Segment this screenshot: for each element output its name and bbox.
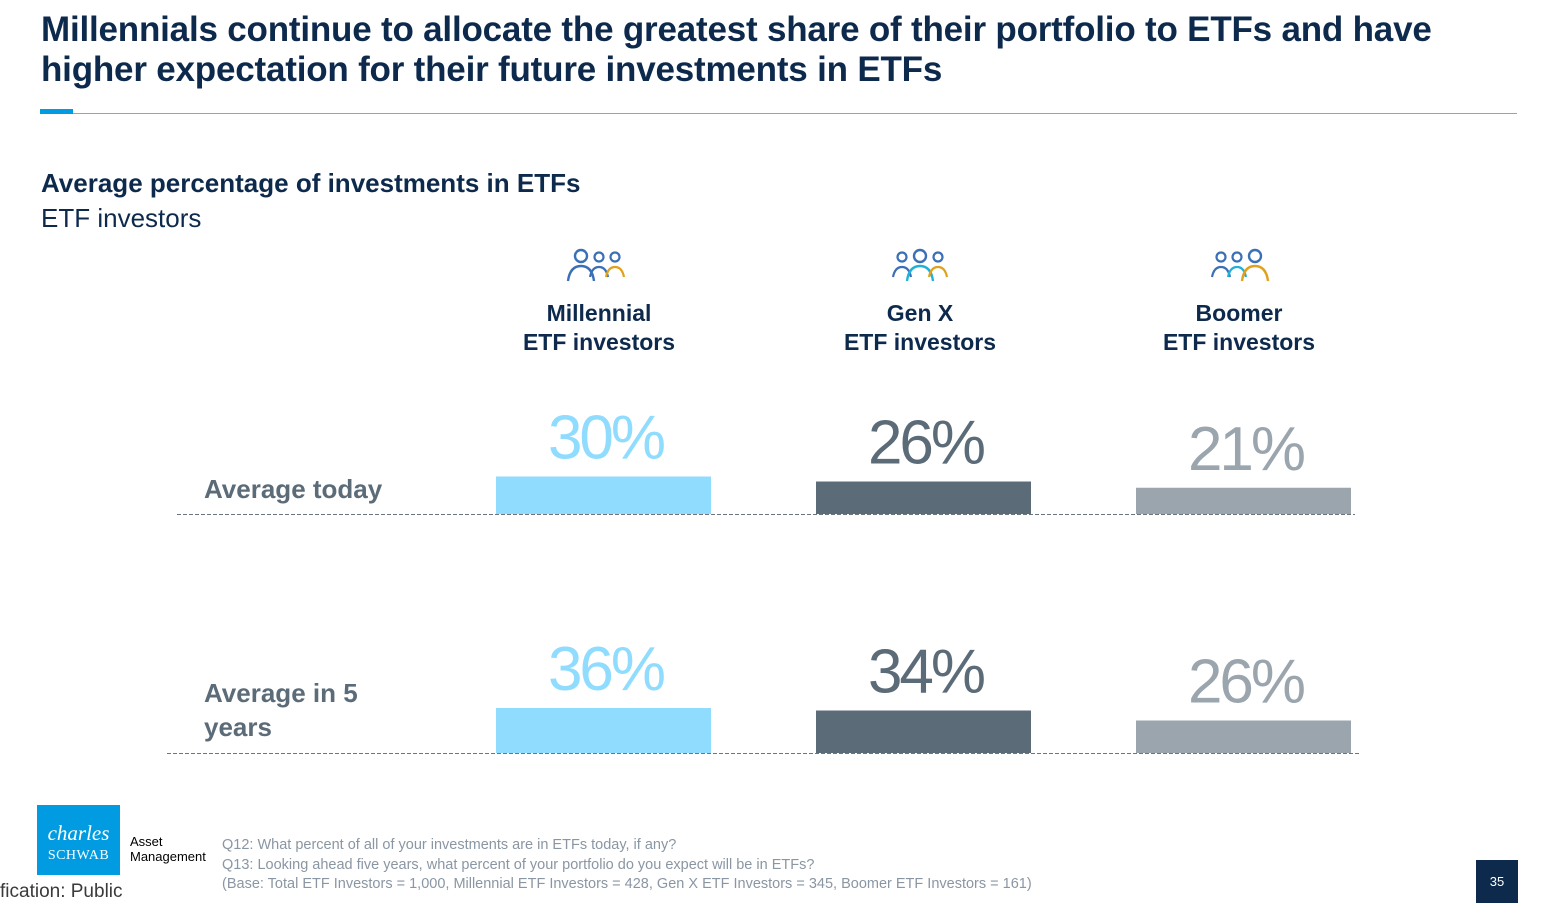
column-label-line2: ETF investors bbox=[522, 329, 676, 355]
people-group-icon bbox=[1210, 248, 1270, 282]
bar-millennial-5-years bbox=[496, 708, 711, 753]
title-divider bbox=[41, 113, 1517, 114]
column-label-line1: Boomer bbox=[1195, 300, 1283, 326]
value-label-genx-today: 26% bbox=[868, 409, 984, 478]
asset-management-label: Asset Management bbox=[130, 834, 220, 864]
logo-text-charles: charles bbox=[47, 821, 110, 845]
value-label-millennial-5-years: 36% bbox=[548, 635, 664, 704]
value-label-boomer-5-years: 26% bbox=[1188, 648, 1304, 717]
bar-genx-today bbox=[816, 481, 1031, 514]
row-label-5-years: Average in 5 years bbox=[204, 676, 358, 744]
column-label-line2: ETF investors bbox=[1162, 329, 1316, 355]
asset-management-line2: Management bbox=[130, 849, 206, 864]
page-number: 35 bbox=[1476, 860, 1518, 903]
bar-boomer-today bbox=[1136, 487, 1351, 514]
classification-label: fication: Public bbox=[0, 881, 123, 902]
row-label-line1: Average in 5 bbox=[204, 678, 358, 708]
value-label-millennial-today: 30% bbox=[548, 404, 664, 473]
people-group-icon bbox=[891, 248, 949, 282]
column-label-line2: ETF investors bbox=[843, 329, 997, 355]
column-header-millennial: Millennial ETF investors bbox=[469, 247, 729, 357]
bar-boomer-5-years bbox=[1136, 720, 1351, 753]
title-accent-bar bbox=[40, 109, 73, 114]
asset-management-line1: Asset bbox=[130, 834, 163, 849]
value-label-genx-5-years: 34% bbox=[868, 638, 984, 707]
footnote-q12: Q12: What percent of all of your investm… bbox=[222, 837, 677, 853]
row-label-line2: years bbox=[204, 712, 272, 742]
column-label-line1: Millennial bbox=[546, 300, 652, 326]
chart-title: Average percentage of investments in ETF… bbox=[41, 168, 581, 198]
footnote-base: (Base: Total ETF Investors = 1,000, Mill… bbox=[222, 876, 1032, 892]
value-label-boomer-today: 21% bbox=[1188, 415, 1304, 484]
column-header-boomer: Boomer ETF investors bbox=[1109, 247, 1369, 357]
column-label-line1: Gen X bbox=[886, 300, 954, 326]
chart-subtitle: ETF investors bbox=[41, 203, 202, 233]
charles-schwab-logo: charles SCHWAB bbox=[37, 805, 120, 875]
logo-text-schwab: SCHWAB bbox=[47, 848, 110, 863]
row-label-today: Average today bbox=[204, 474, 383, 504]
slide-title: Millennials continue to allocate the gre… bbox=[41, 10, 1432, 89]
column-header-genx: Gen X ETF investors bbox=[790, 247, 1050, 357]
bar-genx-5-years bbox=[816, 710, 1031, 753]
bar-millennial-today bbox=[496, 476, 711, 514]
people-group-icon bbox=[566, 248, 626, 282]
footnote-q13: Q13: Looking ahead five years, what perc… bbox=[222, 857, 815, 873]
